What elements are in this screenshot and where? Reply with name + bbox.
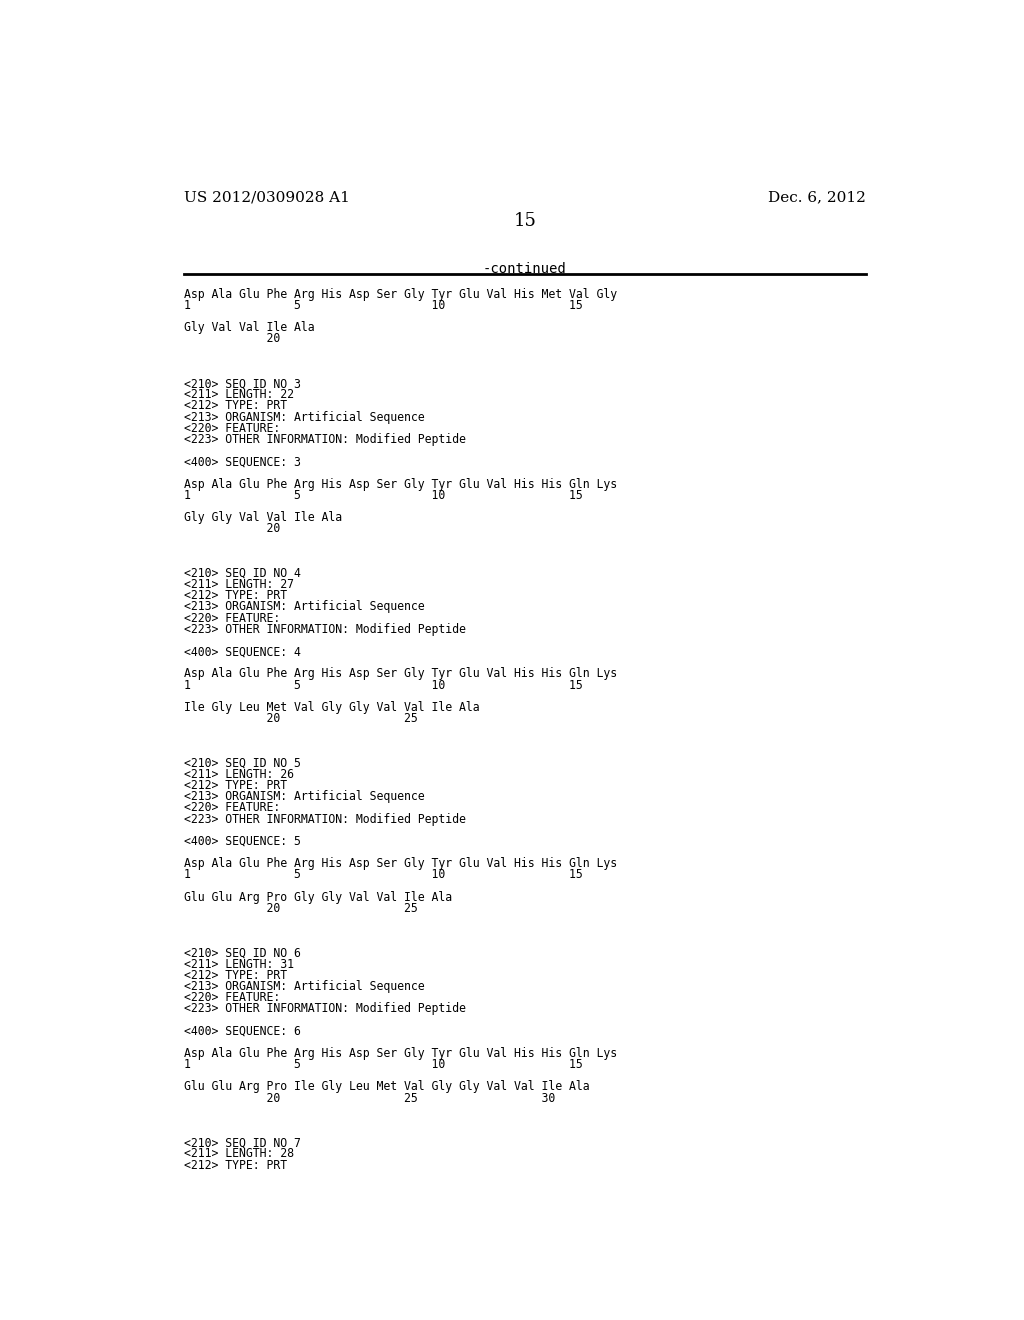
Text: <400> SEQUENCE: 4: <400> SEQUENCE: 4: [183, 645, 301, 659]
Text: 15: 15: [513, 213, 537, 230]
Text: <223> OTHER INFORMATION: Modified Peptide: <223> OTHER INFORMATION: Modified Peptid…: [183, 623, 466, 636]
Text: 20                  25: 20 25: [183, 711, 418, 725]
Text: <212> TYPE: PRT: <212> TYPE: PRT: [183, 779, 287, 792]
Text: <213> ORGANISM: Artificial Sequence: <213> ORGANISM: Artificial Sequence: [183, 979, 424, 993]
Text: Asp Ala Glu Phe Arg His Asp Ser Gly Tyr Glu Val His His Gln Lys: Asp Ala Glu Phe Arg His Asp Ser Gly Tyr …: [183, 668, 616, 680]
Text: <400> SEQUENCE: 6: <400> SEQUENCE: 6: [183, 1024, 301, 1038]
Text: <211> LENGTH: 26: <211> LENGTH: 26: [183, 768, 294, 781]
Text: Gly Val Val Ile Ala: Gly Val Val Ile Ala: [183, 321, 314, 334]
Text: Ile Gly Leu Met Val Gly Gly Val Val Ile Ala: Ile Gly Leu Met Val Gly Gly Val Val Ile …: [183, 701, 479, 714]
Text: -continued: -continued: [483, 263, 566, 276]
Text: <213> ORGANISM: Artificial Sequence: <213> ORGANISM: Artificial Sequence: [183, 601, 424, 614]
Text: <400> SEQUENCE: 5: <400> SEQUENCE: 5: [183, 834, 301, 847]
Text: <213> ORGANISM: Artificial Sequence: <213> ORGANISM: Artificial Sequence: [183, 411, 424, 424]
Text: <220> FEATURE:: <220> FEATURE:: [183, 611, 280, 624]
Text: <212> TYPE: PRT: <212> TYPE: PRT: [183, 1159, 287, 1172]
Text: <210> SEQ ID NO 5: <210> SEQ ID NO 5: [183, 756, 301, 770]
Text: <223> OTHER INFORMATION: Modified Peptide: <223> OTHER INFORMATION: Modified Peptid…: [183, 433, 466, 446]
Text: Asp Ala Glu Phe Arg His Asp Ser Gly Tyr Glu Val His His Gln Lys: Asp Ala Glu Phe Arg His Asp Ser Gly Tyr …: [183, 1047, 616, 1060]
Text: <223> OTHER INFORMATION: Modified Peptide: <223> OTHER INFORMATION: Modified Peptid…: [183, 1002, 466, 1015]
Text: 20: 20: [183, 523, 280, 535]
Text: <210> SEQ ID NO 3: <210> SEQ ID NO 3: [183, 378, 301, 391]
Text: Gly Gly Val Val Ile Ala: Gly Gly Val Val Ile Ala: [183, 511, 342, 524]
Text: 1               5                   10                  15: 1 5 10 15: [183, 488, 583, 502]
Text: <223> OTHER INFORMATION: Modified Peptide: <223> OTHER INFORMATION: Modified Peptid…: [183, 813, 466, 825]
Text: <220> FEATURE:: <220> FEATURE:: [183, 801, 280, 814]
Text: <212> TYPE: PRT: <212> TYPE: PRT: [183, 589, 287, 602]
Text: Glu Glu Arg Pro Gly Gly Val Val Ile Ala: Glu Glu Arg Pro Gly Gly Val Val Ile Ala: [183, 891, 452, 904]
Text: Asp Ala Glu Phe Arg His Asp Ser Gly Tyr Glu Val His Met Val Gly: Asp Ala Glu Phe Arg His Asp Ser Gly Tyr …: [183, 288, 616, 301]
Text: <211> LENGTH: 22: <211> LENGTH: 22: [183, 388, 294, 401]
Text: <220> FEATURE:: <220> FEATURE:: [183, 991, 280, 1005]
Text: 1               5                   10                  15: 1 5 10 15: [183, 298, 583, 312]
Text: <210> SEQ ID NO 6: <210> SEQ ID NO 6: [183, 946, 301, 960]
Text: <212> TYPE: PRT: <212> TYPE: PRT: [183, 969, 287, 982]
Text: 1               5                   10                  15: 1 5 10 15: [183, 1059, 583, 1071]
Text: <211> LENGTH: 31: <211> LENGTH: 31: [183, 958, 294, 970]
Text: 20                  25                  30: 20 25 30: [183, 1092, 555, 1105]
Text: Glu Glu Arg Pro Ile Gly Leu Met Val Gly Gly Val Val Ile Ala: Glu Glu Arg Pro Ile Gly Leu Met Val Gly …: [183, 1081, 590, 1093]
Text: <211> LENGTH: 28: <211> LENGTH: 28: [183, 1147, 294, 1160]
Text: US 2012/0309028 A1: US 2012/0309028 A1: [183, 191, 349, 205]
Text: <212> TYPE: PRT: <212> TYPE: PRT: [183, 400, 287, 412]
Text: <220> FEATURE:: <220> FEATURE:: [183, 422, 280, 434]
Text: <210> SEQ ID NO 7: <210> SEQ ID NO 7: [183, 1137, 301, 1150]
Text: Asp Ala Glu Phe Arg His Asp Ser Gly Tyr Glu Val His His Gln Lys: Asp Ala Glu Phe Arg His Asp Ser Gly Tyr …: [183, 857, 616, 870]
Text: 1               5                   10                  15: 1 5 10 15: [183, 678, 583, 692]
Text: Dec. 6, 2012: Dec. 6, 2012: [768, 191, 866, 205]
Text: <213> ORGANISM: Artificial Sequence: <213> ORGANISM: Artificial Sequence: [183, 791, 424, 803]
Text: <211> LENGTH: 27: <211> LENGTH: 27: [183, 578, 294, 591]
Text: Asp Ala Glu Phe Arg His Asp Ser Gly Tyr Glu Val His His Gln Lys: Asp Ala Glu Phe Arg His Asp Ser Gly Tyr …: [183, 478, 616, 491]
Text: 20: 20: [183, 333, 280, 346]
Text: <210> SEQ ID NO 4: <210> SEQ ID NO 4: [183, 566, 301, 579]
Text: <400> SEQUENCE: 3: <400> SEQUENCE: 3: [183, 455, 301, 469]
Text: 20                  25: 20 25: [183, 902, 418, 915]
Text: 1               5                   10                  15: 1 5 10 15: [183, 869, 583, 882]
